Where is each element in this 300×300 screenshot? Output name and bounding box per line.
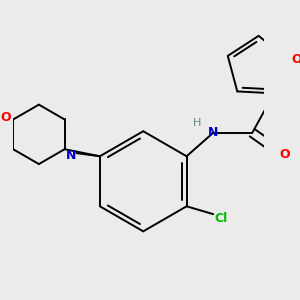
Text: N: N: [208, 126, 218, 139]
Text: O: O: [0, 111, 11, 124]
Text: N: N: [66, 149, 76, 162]
Text: O: O: [291, 52, 300, 65]
Text: H: H: [194, 118, 202, 128]
Text: Cl: Cl: [214, 212, 228, 225]
Text: O: O: [280, 148, 290, 161]
